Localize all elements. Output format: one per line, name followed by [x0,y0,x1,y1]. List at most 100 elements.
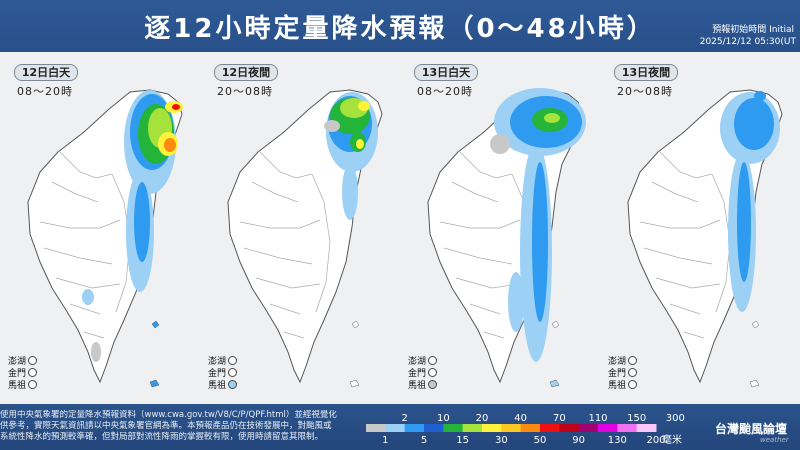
kinmen-marker [28,368,38,377]
island-penghu: 澎湖 [208,356,238,368]
panel-day-label: 12日白天 [14,64,78,81]
legend-bottom-label: 200 [646,435,665,446]
legend-bottom-label: 130 [608,435,627,446]
legend-top-label: 2 [401,413,407,424]
disclaimer-text: 使用中央氣象署的定量降水預報資料（www.cwa.gov.tw/V8/C/P/Q… [0,410,345,443]
legend-swatch [443,424,464,432]
county-borders [239,151,331,339]
footer-bar: 使用中央氣象署的定量降水預報資料（www.cwa.gov.tw/V8/C/P/Q… [0,404,800,450]
island-name: 金門 [208,369,227,379]
legend-swatch [540,424,560,432]
penghu-marker [28,356,38,365]
panel-time-range: 08～20時 [17,85,73,98]
disclaimer-line: 使用中央氣象署的定量降水預報資料（www.cwa.gov.tw/V8/C/P/Q… [0,410,337,420]
panel-time-range: 20～08時 [617,85,673,98]
island-kinmen: 金門 [208,368,238,380]
legend-swatch [501,424,522,432]
brand-name: 台灣颱風論壇 [715,422,788,436]
legend-swatch [404,424,425,432]
page-title: 逐12小時定量降水預報（0～48小時） [144,14,656,44]
legend-bottom-label: 15 [456,435,469,446]
legend-swatch [578,424,599,432]
legend-top-label: 110 [588,413,607,424]
legend-top-label: 150 [627,413,646,424]
legend-top-label: 20 [476,413,489,424]
orchid-island [149,379,160,388]
island-name: 馬祖 [408,381,427,391]
panel-day-label: 12日夜間 [214,64,278,81]
legend-swatch [598,424,618,432]
green-island [351,320,360,329]
island-kinmen: 金門 [408,368,438,380]
panel-13-night: 13日夜間 20～08時 澎湖 金門 馬祖 [600,52,800,404]
island-name: 馬祖 [8,381,27,391]
island-kinmen: 金門 [608,368,638,380]
green-island [551,320,560,329]
orchid-island [749,379,760,388]
map-panels: 12日白天 08～20時 澎湖 金門 馬祖 [0,52,800,404]
island-penghu: 澎湖 [8,356,38,368]
panel-day-label: 13日白天 [414,64,478,81]
green-island [751,320,760,329]
island-kinmen: 金門 [8,368,38,380]
panel-12-night: 12日夜間 20～08時 澎湖 金門 馬祖 [200,52,400,404]
kinmen-marker [428,368,438,377]
panel-time-range: 08～20時 [417,85,473,98]
panel-time-range: 20～08時 [217,85,273,98]
penghu-marker [628,356,638,365]
penghu-marker [228,356,238,365]
legend-bottom-label: 50 [534,435,547,446]
rainfall-areas [720,91,780,312]
matsu-marker [28,380,38,389]
island-name: 澎湖 [8,357,27,367]
island-penghu: 澎湖 [408,356,438,368]
legend-swatch [617,424,638,432]
island-matsu: 馬祖 [208,380,238,392]
green-island [151,320,160,329]
county-borders [39,151,131,339]
outlying-islands: 澎湖 金門 馬祖 [608,356,638,392]
disclaimer-line: 系統性降水的預測較準確，但對局部對流性降雨的掌握較有限，使用時請留意其限制。 [0,432,324,442]
legend-bottom-label: 30 [495,435,508,446]
panel-day-label: 13日夜間 [614,64,678,81]
kinmen-marker [228,368,238,377]
panel-12-day: 12日白天 08～20時 澎湖 金門 馬祖 [0,52,200,404]
disclaimer-line: 供參考，實際天氣資訊請以中央氣象署官網為準。本預報產品仍在技術發展中，對颱風或 [0,421,332,431]
kinmen-marker [628,368,638,377]
matsu-marker [628,380,638,389]
island-matsu: 馬祖 [408,380,438,392]
island-name: 金門 [608,369,627,379]
island-matsu: 馬祖 [608,380,638,392]
taiwan-map [27,89,183,388]
island-name: 澎湖 [208,357,227,367]
county-borders [439,151,531,339]
legend-top-label: 70 [553,413,566,424]
island-name: 澎湖 [608,357,627,367]
county-borders [639,151,731,339]
legend-swatch [385,424,406,432]
init-time-value: 2025/12/12 05:30(UT [699,37,796,47]
legend-swatch [462,424,483,432]
matsu-marker [428,380,438,389]
island-matsu: 馬祖 [8,380,38,392]
outlying-islands: 澎湖 金門 馬祖 [408,356,438,392]
island-name: 金門 [408,369,427,379]
legend-unit: 毫米 [662,433,682,446]
taiwan-map [427,88,586,388]
legend-top-label: 300 [666,413,685,424]
legend-bottom-label: 90 [572,435,585,446]
init-time-label: 預報初始時間 Initial [712,25,794,35]
island-name: 馬祖 [608,381,627,391]
outlying-islands: 澎湖 金門 馬祖 [208,356,238,392]
legend-swatch [520,424,541,432]
rainfall-areas [490,88,586,362]
legend-bottom-label: 1 [382,435,388,446]
legend-swatch [559,424,580,432]
orchid-island [349,379,360,388]
brand-subtitle: weather [760,436,789,444]
island-name: 馬祖 [208,381,227,391]
legend-swatch [424,424,444,432]
taiwan-map [227,89,383,388]
